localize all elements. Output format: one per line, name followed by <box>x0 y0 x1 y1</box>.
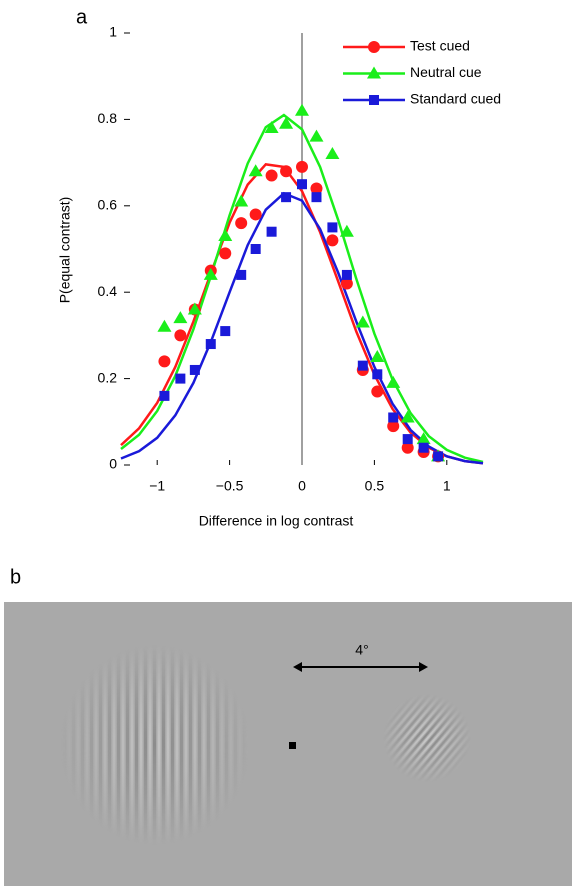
legend-label: Neutral cue <box>410 64 482 80</box>
data-point <box>327 222 338 233</box>
data-point <box>234 194 249 207</box>
data-point <box>173 311 188 324</box>
y-tick-label: 0.8 <box>98 110 118 126</box>
data-point <box>386 375 401 388</box>
y-tick-label: 0.6 <box>98 197 118 213</box>
fit-curve <box>120 113 484 464</box>
legend-marker <box>367 66 381 79</box>
data-point <box>249 208 262 221</box>
x-axis-label: Difference in log contrast <box>199 513 354 529</box>
data-point <box>159 390 170 401</box>
stimulus-image: 4° <box>4 602 572 886</box>
data-point <box>388 412 399 423</box>
legend-label: Standard cued <box>410 91 501 107</box>
x-tick-label: 0.5 <box>365 478 385 494</box>
data-point <box>401 441 414 454</box>
data-point <box>371 385 384 398</box>
data-point <box>341 269 352 280</box>
data-point <box>250 244 261 254</box>
panel-label: a <box>76 6 88 28</box>
gabor-right <box>380 690 475 785</box>
data-point <box>433 451 444 462</box>
plot-area: 0 0.2 0.4 0.6 0.8 1 −1 −0.5 0 0.5 1 Test cued Neutra… <box>98 24 502 494</box>
data-point <box>280 165 293 178</box>
data-point <box>175 373 186 384</box>
legend-marker <box>369 95 379 105</box>
data-point <box>219 247 232 260</box>
data-point <box>281 192 292 203</box>
data-point <box>235 217 248 230</box>
data-point <box>205 339 216 350</box>
data-point <box>218 229 233 242</box>
data-point <box>220 326 231 337</box>
data-point <box>236 269 247 280</box>
data-point <box>355 315 370 328</box>
data-point <box>372 369 383 380</box>
data-point <box>310 182 323 195</box>
data-point <box>357 360 368 371</box>
data-point <box>265 169 278 182</box>
data-point <box>248 164 263 177</box>
y-tick-label: 0 <box>109 456 117 472</box>
data-point <box>309 129 324 142</box>
data-point <box>370 350 385 362</box>
data-point <box>400 410 415 423</box>
y-axis-label: P(equal contrast) <box>57 197 73 304</box>
data-point <box>174 329 187 342</box>
data-point <box>295 103 309 116</box>
data-point <box>402 434 413 445</box>
data-point <box>418 442 429 453</box>
data-point <box>297 179 307 190</box>
data-point <box>279 116 294 129</box>
y-tick-label: 1 <box>109 24 117 40</box>
legend-marker <box>368 41 380 53</box>
data-point <box>203 267 218 280</box>
x-tick-label: −0.5 <box>216 478 244 494</box>
data-point <box>266 226 277 237</box>
data-point <box>187 302 202 315</box>
panel-label: b <box>10 566 21 588</box>
data-point <box>296 160 308 173</box>
legend-label: Test cued <box>410 38 470 54</box>
data-point <box>339 224 354 237</box>
data-point <box>416 432 431 445</box>
x-tick-label: 0 <box>298 478 306 494</box>
x-tick-label: −1 <box>149 478 165 494</box>
data-point <box>387 420 400 433</box>
fixation-point <box>289 742 296 749</box>
y-tick-label: 0.4 <box>98 283 118 299</box>
data-point <box>325 146 340 159</box>
x-tick-label: 1 <box>443 478 451 494</box>
data-point <box>264 121 279 134</box>
data-point <box>189 364 200 375</box>
data-point <box>326 234 339 247</box>
data-point <box>340 277 353 290</box>
y-tick-label: 0.2 <box>98 369 118 385</box>
data-point <box>158 355 171 368</box>
data-point <box>157 319 172 332</box>
gabor-left <box>55 640 255 850</box>
scale-label: 4° <box>355 642 368 658</box>
data-point <box>311 192 322 203</box>
